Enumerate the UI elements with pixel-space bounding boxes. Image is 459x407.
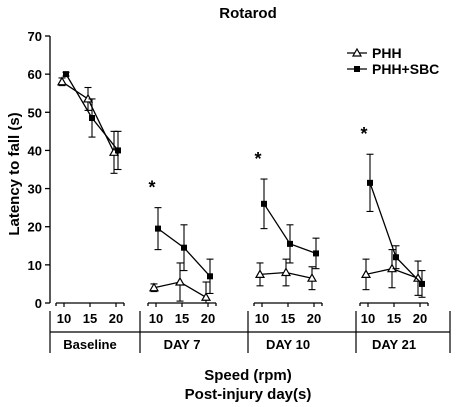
group-label-1: DAY 7 [164,337,201,352]
x-tick-label-0-0: 10 [57,311,71,326]
y-tick-label-20: 20 [28,220,42,235]
y-tick-label-50: 50 [28,105,42,120]
point-phh-sbc-2-0 [261,200,267,207]
significance-marker-1: * [148,178,155,198]
point-phh-3-0 [360,269,372,278]
legend: PHH PHH+SBC [347,45,439,77]
group-label-3: DAY 21 [372,337,416,352]
x-axis-label-speed: Speed (rpm) [204,367,292,384]
chart-title: Rotarod [219,5,277,22]
x-tick-label-3-1: 15 [387,311,401,326]
y-tick-label-70: 70 [28,29,42,44]
group-label-2: DAY 10 [266,337,310,352]
legend-label-phh: PHH [372,45,402,61]
point-phh-1-1 [174,276,186,286]
point-phh-sbc-0-0 [63,71,69,78]
point-phh-sbc-2-1 [287,240,293,247]
point-phh-sbc-2-2 [313,250,319,257]
x-tick-label-0-1: 15 [83,311,97,326]
x-tick-label-1-1: 15 [175,311,189,326]
significance-marker-3: * [360,124,367,144]
point-phh-1-0 [148,282,160,292]
point-phh-sbc-3-0 [367,179,373,186]
point-phh-0-0 [56,76,68,86]
point-phh-2-1 [280,267,292,277]
point-phh-sbc-0-1 [89,115,95,122]
x-tick-label-0-2: 20 [109,311,123,326]
y-axis-label: Latency to fall (s) [6,112,23,235]
x-tick-label-3-0: 10 [361,311,375,326]
point-phh-sbc-3-2 [419,280,425,287]
point-phh-sbc-1-2 [207,273,213,280]
point-phh-2-2 [306,272,318,282]
y-tick-label-0: 0 [35,296,42,311]
y-tick-label-60: 60 [28,67,42,82]
legend-item-phh: PHH [347,45,402,61]
legend-label-phh-sbc: PHH+SBC [372,61,439,77]
x-tick-label-2-0: 10 [255,311,269,326]
point-phh-sbc-0-2 [115,147,121,154]
y-tick-label-40: 40 [28,143,42,158]
legend-marker-phh [351,47,363,57]
legend-marker-phh-sbc [354,66,360,72]
significance-marker-2: * [254,149,261,169]
x-axis-label-day: Post-injury day(s) [185,386,312,403]
x-tick-label-1-2: 20 [201,311,215,326]
group-label-0: Baseline [63,337,116,352]
point-phh-1-2 [200,292,212,301]
y-tick-label-10: 10 [28,258,42,273]
point-phh-2-0 [254,269,266,278]
legend-item-phh-sbc: PHH+SBC [347,61,439,77]
point-phh-sbc-3-1 [393,254,399,261]
x-tick-label-2-2: 20 [307,311,321,326]
x-tick-label-3-2: 20 [413,311,427,326]
y-tick-label-30: 30 [28,182,42,197]
data-marks [56,71,426,304]
point-phh-sbc-1-0 [155,225,161,232]
point-phh-sbc-1-1 [181,244,187,251]
x-tick-label-2-1: 15 [281,311,295,326]
x-tick-label-1-0: 10 [149,311,163,326]
